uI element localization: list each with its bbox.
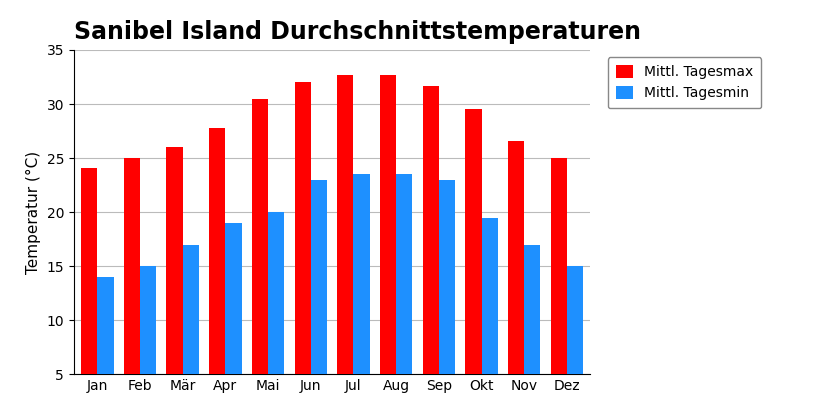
Bar — [481, 218, 497, 416]
Bar — [268, 212, 284, 416]
Bar — [225, 223, 242, 416]
Bar — [294, 82, 310, 416]
Bar — [422, 86, 438, 416]
Legend: Mittl. Tagesmax, Mittl. Tagesmin: Mittl. Tagesmax, Mittl. Tagesmin — [607, 57, 761, 109]
Bar — [183, 245, 199, 416]
Bar — [523, 245, 540, 416]
Bar — [209, 128, 225, 416]
Bar — [81, 168, 97, 416]
Bar — [566, 266, 582, 416]
Bar — [353, 174, 369, 416]
Bar — [251, 99, 268, 416]
Bar — [464, 109, 481, 416]
Bar — [550, 158, 566, 416]
Bar — [379, 75, 396, 416]
Text: Sanibel Island Durchschnittstemperaturen: Sanibel Island Durchschnittstemperaturen — [74, 20, 640, 44]
Bar — [124, 158, 140, 416]
Bar — [166, 147, 183, 416]
Bar — [310, 180, 327, 416]
Bar — [396, 174, 412, 416]
Bar — [140, 266, 156, 416]
Bar — [438, 180, 455, 416]
Bar — [508, 141, 523, 416]
Bar — [97, 277, 113, 416]
Bar — [337, 75, 353, 416]
Y-axis label: Temperatur (°C): Temperatur (°C) — [26, 151, 41, 274]
